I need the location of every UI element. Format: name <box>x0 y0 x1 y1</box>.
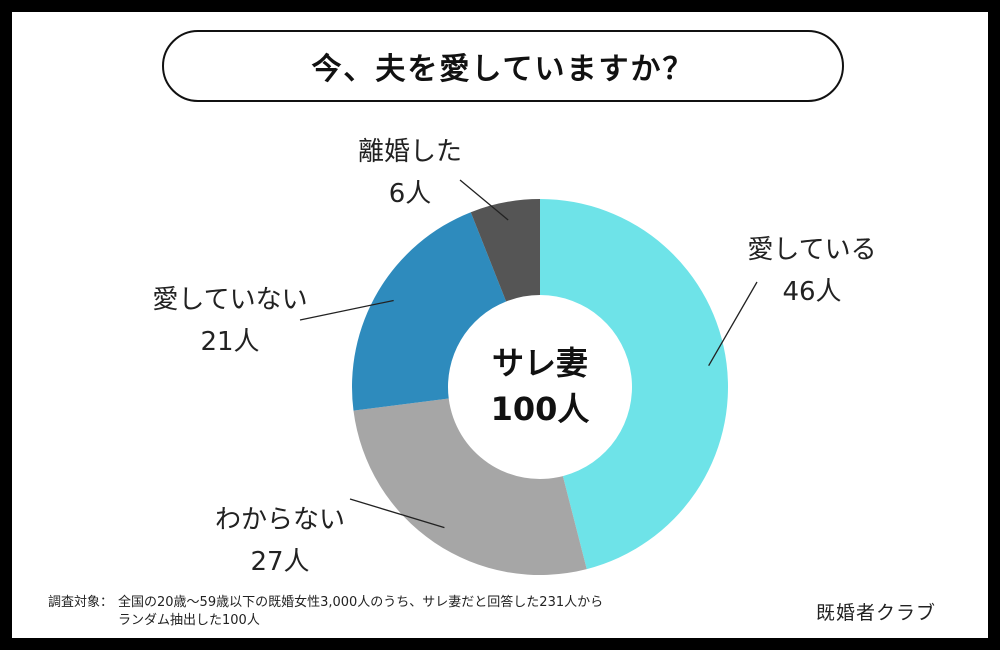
slice-category-label: 愛している <box>747 235 876 265</box>
center-label-line1: サレ妻 <box>492 344 588 382</box>
slice-value-label: 46人 <box>782 277 841 307</box>
slice-category-label: 愛していない <box>152 285 307 315</box>
footnote-head: 調査対象： <box>48 595 114 610</box>
footnote: 調査対象： 全国の20歳〜59歳以下の既婚女性3,000人のうち、サレ妻だと回答し… <box>48 594 603 630</box>
slice-value-label: 21人 <box>200 327 259 357</box>
donut-slice <box>540 199 728 570</box>
chart-title: 今、夫を愛していますか？ <box>162 30 844 102</box>
footnote-line1: 全国の20歳〜59歳以下の既婚女性3,000人のうち、サレ妻だと回答した231人… <box>118 595 604 610</box>
donut-slice <box>470 199 540 302</box>
leader-line <box>349 498 445 529</box>
center-label-line2: 100人 <box>491 390 590 428</box>
leader-line <box>459 179 509 221</box>
brand-logo-text: 既婚者クラブ <box>815 602 936 624</box>
footnote-line2: ランダム抽出した100人 <box>118 613 260 628</box>
donut-slice <box>353 398 587 575</box>
leader-line <box>708 281 758 367</box>
leader-line <box>299 299 394 321</box>
slice-category-label: わからない <box>215 505 345 535</box>
slice-value-label: 6人 <box>389 179 432 209</box>
slice-category-label: 離婚した <box>358 137 462 167</box>
slice-value-label: 27人 <box>250 547 309 577</box>
donut-slice <box>352 212 507 411</box>
chart-card: 今、夫を愛していますか？ 愛している 46人わからない 27人 愛していない 21人 離婚… <box>12 12 988 638</box>
